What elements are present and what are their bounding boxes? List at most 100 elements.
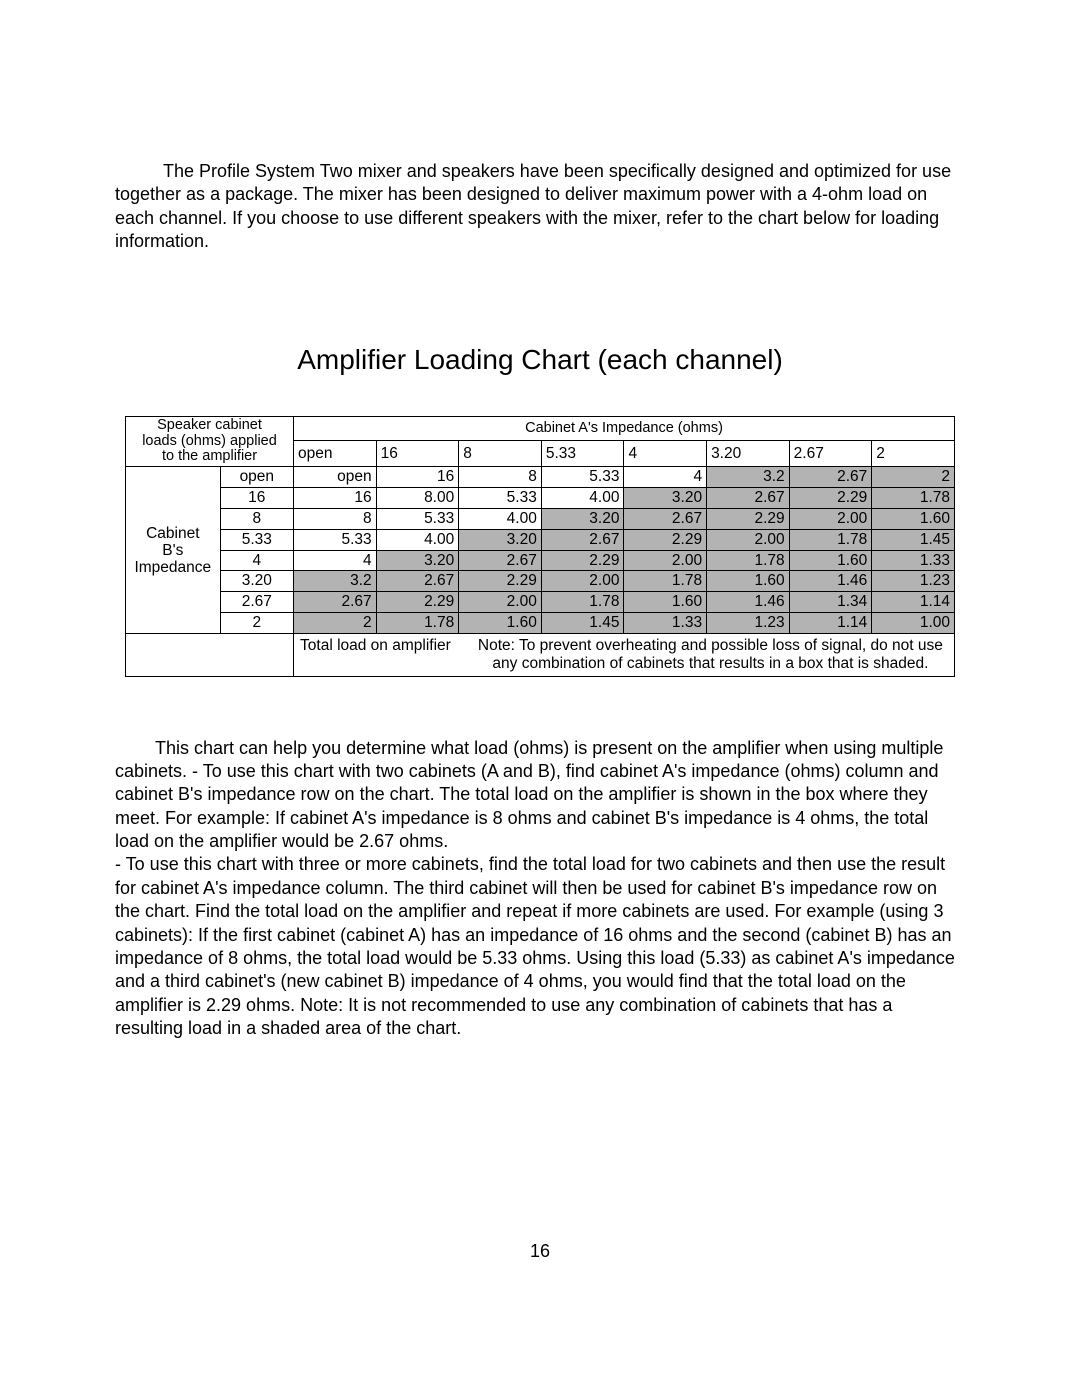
table-cell: 1.78 <box>872 488 955 509</box>
table-cell: 1.60 <box>459 613 542 634</box>
table-cell: 4.00 <box>376 529 459 550</box>
left-header-line: Cabinet <box>146 525 199 542</box>
table-cell: 4 <box>624 467 707 488</box>
table-cell: 2.67 <box>624 509 707 530</box>
row-header: 16 <box>220 488 293 509</box>
loading-chart: Speaker cabinetloads (ohms) appliedto th… <box>125 416 955 677</box>
column-header: 2.67 <box>789 441 872 467</box>
loading-table: Speaker cabinetloads (ohms) appliedto th… <box>125 416 955 677</box>
table-cell: open <box>294 467 377 488</box>
table-cell: 1.34 <box>789 592 872 613</box>
explain-paragraph-1: This chart can help you determine what l… <box>115 737 965 854</box>
row-header: 2.67 <box>220 592 293 613</box>
table-cell: 3.20 <box>376 550 459 571</box>
table-cell: 5.33 <box>459 488 542 509</box>
table-cell: 1.60 <box>624 592 707 613</box>
explanation: This chart can help you determine what l… <box>115 737 965 1041</box>
table-cell: 8.00 <box>376 488 459 509</box>
table-cell: 2.00 <box>624 550 707 571</box>
table-cell: 1.33 <box>872 550 955 571</box>
table-cell: 1.60 <box>872 509 955 530</box>
table-cell: 2.29 <box>707 509 790 530</box>
table-cell: 1.60 <box>789 550 872 571</box>
table-cell: 2.29 <box>376 592 459 613</box>
table-cell: 2.67 <box>294 592 377 613</box>
table-cell: 4 <box>294 550 377 571</box>
table-cell: 2.00 <box>707 529 790 550</box>
column-header: 16 <box>376 441 459 467</box>
left-header-line: Impedance <box>134 559 211 576</box>
chart-title: Amplifier Loading Chart (each channel) <box>115 344 965 376</box>
corner-header: Speaker cabinetloads (ohms) appliedto th… <box>126 416 294 467</box>
corner-line: to the amplifier <box>162 448 257 464</box>
row-header: open <box>220 467 293 488</box>
column-header: open <box>294 441 377 467</box>
row-header: 5.33 <box>220 529 293 550</box>
table-cell: 1.46 <box>707 592 790 613</box>
table-cell: 1.46 <box>789 571 872 592</box>
column-header: 2 <box>872 441 955 467</box>
table-cell: 2.67 <box>459 550 542 571</box>
table-cell: 1.14 <box>789 613 872 634</box>
table-cell: 2.67 <box>707 488 790 509</box>
table-cell: 2 <box>294 613 377 634</box>
page-number: 16 <box>115 1241 965 1262</box>
table-cell: 1.00 <box>872 613 955 634</box>
table-cell: 2.00 <box>541 571 624 592</box>
corner-line: loads (ohms) applied <box>142 433 277 449</box>
table-cell: 3.20 <box>624 488 707 509</box>
corner-line: Speaker cabinet <box>157 417 262 433</box>
table-cell: 1.78 <box>789 529 872 550</box>
table-cell: 2.67 <box>376 571 459 592</box>
footer-blank <box>126 633 294 676</box>
table-cell: 1.60 <box>707 571 790 592</box>
table-cell: 1.78 <box>624 571 707 592</box>
table-cell: 4.00 <box>541 488 624 509</box>
left-header-line: B's <box>162 542 183 559</box>
row-header: 2 <box>220 613 293 634</box>
table-cell: 2.67 <box>541 529 624 550</box>
table-cell: 3.2 <box>294 571 377 592</box>
table-cell: 3.20 <box>459 529 542 550</box>
table-cell: 2.29 <box>459 571 542 592</box>
table-cell: 1.78 <box>707 550 790 571</box>
table-cell: 8 <box>459 467 542 488</box>
footer-left-label: Total load on amplifier <box>300 637 451 673</box>
table-cell: 8 <box>294 509 377 530</box>
table-cell: 5.33 <box>294 529 377 550</box>
top-header: Cabinet A's Impedance (ohms) <box>294 416 955 441</box>
explain-paragraph-2: - To use this chart with three or more c… <box>115 853 965 1040</box>
table-cell: 5.33 <box>376 509 459 530</box>
table-cell: 2.29 <box>541 550 624 571</box>
table-cell: 2.29 <box>789 488 872 509</box>
footer-cell: Total load on amplifier Note: To prevent … <box>294 633 955 676</box>
table-cell: 1.14 <box>872 592 955 613</box>
table-cell: 1.78 <box>541 592 624 613</box>
table-cell: 3.2 <box>707 467 790 488</box>
table-cell: 16 <box>376 467 459 488</box>
table-cell: 2.67 <box>789 467 872 488</box>
table-cell: 2.00 <box>459 592 542 613</box>
footer-note: Note: To prevent overheating and possibl… <box>473 637 948 673</box>
table-cell: 1.33 <box>624 613 707 634</box>
row-header: 8 <box>220 509 293 530</box>
table-cell: 4.00 <box>459 509 542 530</box>
table-cell: 1.78 <box>376 613 459 634</box>
table-cell: 3.20 <box>541 509 624 530</box>
table-cell: 2.00 <box>789 509 872 530</box>
table-cell: 1.45 <box>872 529 955 550</box>
table-cell: 1.45 <box>541 613 624 634</box>
column-header: 5.33 <box>541 441 624 467</box>
table-cell: 16 <box>294 488 377 509</box>
row-header: 3.20 <box>220 571 293 592</box>
table-cell: 1.23 <box>707 613 790 634</box>
table-cell: 5.33 <box>541 467 624 488</box>
column-header: 4 <box>624 441 707 467</box>
left-header: CabinetB'sImpedance <box>126 467 221 634</box>
intro-paragraph: The Profile System Two mixer and speaker… <box>115 160 965 254</box>
table-cell: 2 <box>872 467 955 488</box>
table-cell: 2.29 <box>624 529 707 550</box>
column-header: 8 <box>459 441 542 467</box>
column-header: 3.20 <box>707 441 790 467</box>
table-cell: 1.23 <box>872 571 955 592</box>
